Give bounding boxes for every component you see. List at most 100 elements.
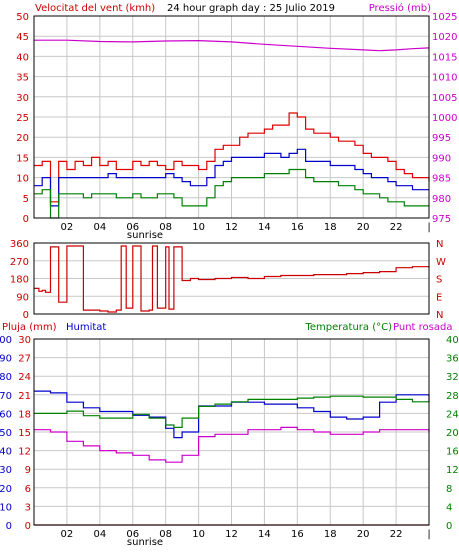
x-tick-label: 18 [324,529,337,540]
direction-y-tick-label: 180 [10,275,29,286]
wind-y-tick-label: 15 [16,153,29,164]
wind_avg-series [34,148,429,207]
humidity-y-tick-label: 3 [25,502,31,513]
humidity-y-tick-label: 30 [18,335,31,346]
pressure-y-tick-label: 1010 [432,73,457,84]
x-tick-label: 08 [159,529,172,540]
wind-speed-axis-title: Velocitat del vent (kmh) [35,3,155,14]
rain-y-tick-label: 50 [0,428,12,439]
wind-y-tick-label: 0 [23,214,29,225]
direction-y-tick-label: 90 [16,292,29,303]
x-tick-label: 08 [159,222,172,233]
sunrise-marker-label: sunrise [127,537,163,548]
rain-y-tick-label: 30 [0,465,12,476]
wind-y-tick-label: 45 [16,32,29,43]
humidity-y-tick-label: 6 [25,484,31,495]
temperature-y-tick-label: 36 [446,354,459,365]
x-tick-label: 22 [390,222,403,233]
x-tick-end: | [427,529,430,540]
x-tick-label: 04 [93,529,106,540]
x-tick-label: 12 [225,222,238,233]
direction-y-tick-label: 360 [10,239,29,250]
temperature-y-tick-label: 20 [446,428,459,439]
wind-y-tick-label: 35 [16,73,29,84]
humidity-y-tick-label: 21 [18,391,31,402]
x-tick-label: 04 [93,222,106,233]
rain-axis-title: Pluja (mm) [2,322,57,333]
dewpoint-series [34,426,430,463]
humidity-series [34,390,430,439]
temperature-y-tick-label: 32 [446,372,459,383]
rain-y-tick-label: 90 [0,354,12,365]
pressure-y-tick-label: 990 [432,153,451,164]
x-tick-label: 02 [61,529,74,540]
rain-y-tick-label: 100 [0,335,12,346]
rain-y-tick-label: 20 [0,484,12,495]
compass-y-tick-label: N [436,310,443,321]
x-tick-label: 02 [61,222,74,233]
rain-y-tick-label: 10 [0,502,12,513]
compass-y-tick-label: N [436,239,443,250]
rain-y-tick-label: 60 [0,409,12,420]
wind-y-tick-label: 25 [16,113,29,124]
x-tick-label: 16 [291,222,304,233]
rain-y-tick-label: 0 [6,521,12,532]
temperature-y-tick-label: 16 [446,447,459,458]
x-tick-label: 18 [324,222,337,233]
tick-labels: 0510152025303540455097598098599099510001… [0,12,459,540]
compass-y-tick-label: E [436,292,442,303]
x-tick-label: 22 [390,529,403,540]
humidity-axis-title: Humitat [66,322,106,333]
rain-y-tick-label: 70 [0,391,12,402]
wind-pressure-frame [33,15,430,219]
humidity-y-tick-label: 12 [18,447,31,458]
pressure-y-tick-label: 980 [432,194,451,205]
rain-y-tick-label: 40 [0,447,12,458]
x-tick-label: 14 [258,529,271,540]
pressure-y-tick-label: 995 [432,133,451,144]
gridlines [34,16,429,525]
direction-y-tick-label: 270 [10,257,29,268]
humidity-y-tick-label: 27 [18,354,31,365]
pressure-y-tick-label: 1005 [432,93,457,104]
pressure-line [34,39,430,52]
temperature-y-tick-label: 0 [446,521,452,532]
pressure-y-tick-label: 1025 [432,12,457,23]
temperature-y-tick-label: 12 [446,465,459,476]
x-tick-label: 20 [357,529,370,540]
temperature-y-tick-label: 4 [446,502,452,513]
x-tick-label: 16 [291,529,304,540]
series-layer [34,39,430,526]
x-tick-label: 20 [357,222,370,233]
chart-frames [33,15,430,526]
x-tick-label: 10 [192,222,205,233]
wind-y-tick-label: 5 [23,194,29,205]
x-tick-label: 10 [192,529,205,540]
humidity-y-tick-label: 18 [18,409,31,420]
wind-direction-series [34,245,430,313]
humidity-y-tick-label: 24 [18,372,31,383]
temperature-y-tick-label: 8 [446,484,452,495]
wind-y-tick-label: 30 [16,93,29,104]
temperature-axis-title: Temperatura (°C) [304,322,392,333]
humidity-y-tick-label: 9 [25,465,31,476]
wind-y-tick-label: 20 [16,133,29,144]
sunrise-marker-label: sunrise [127,230,163,241]
pressure-y-tick-label: 975 [432,214,451,225]
x-tick-label: 06 [126,529,139,540]
wind-y-tick-label: 10 [16,174,29,185]
wind-direction-frame [33,242,430,315]
rain-y-tick-label: 80 [0,372,12,383]
temperature-y-tick-label: 40 [446,335,459,346]
dewpoint-axis-title: Punt rosada [393,322,452,333]
temperature-series [34,395,429,428]
wind-y-tick-label: 50 [16,12,29,23]
direction-y-tick-label: 0 [23,310,29,321]
pressure-axis-title: Pressió (mb) [369,2,431,14]
humidity-y-tick-label: 0 [25,521,31,532]
compass-y-tick-label: S [436,275,442,286]
humidity-temperature-frame [33,338,430,526]
x-tick-label: 12 [225,529,238,540]
